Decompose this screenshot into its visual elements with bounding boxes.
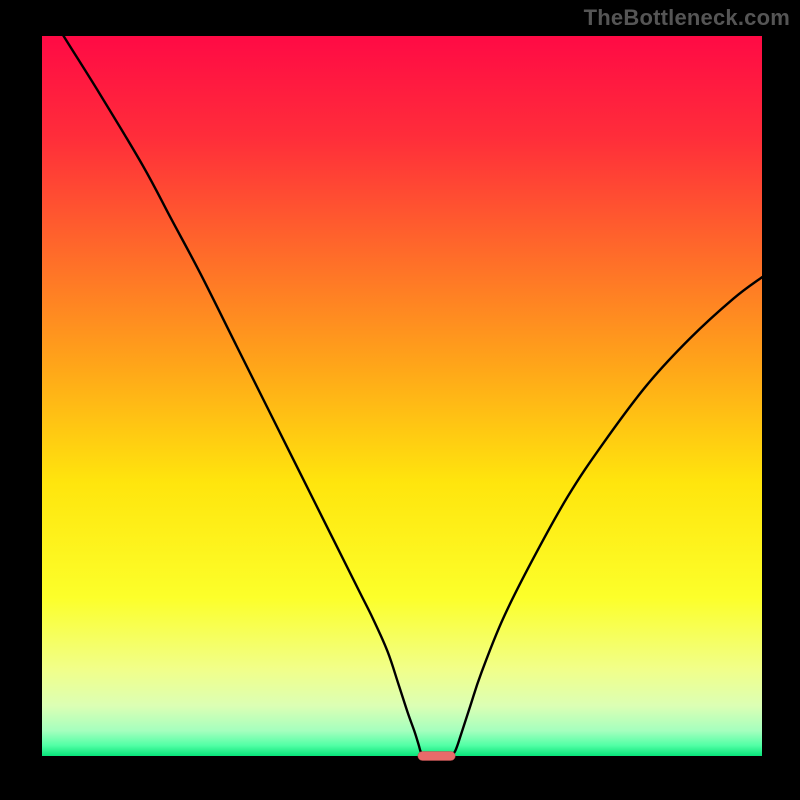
chart-stage: TheBottleneck.com [0,0,800,800]
chart-svg [0,0,800,800]
watermark-text: TheBottleneck.com [584,5,790,31]
plot-gradient [42,36,762,756]
min-marker-pill [418,752,455,761]
